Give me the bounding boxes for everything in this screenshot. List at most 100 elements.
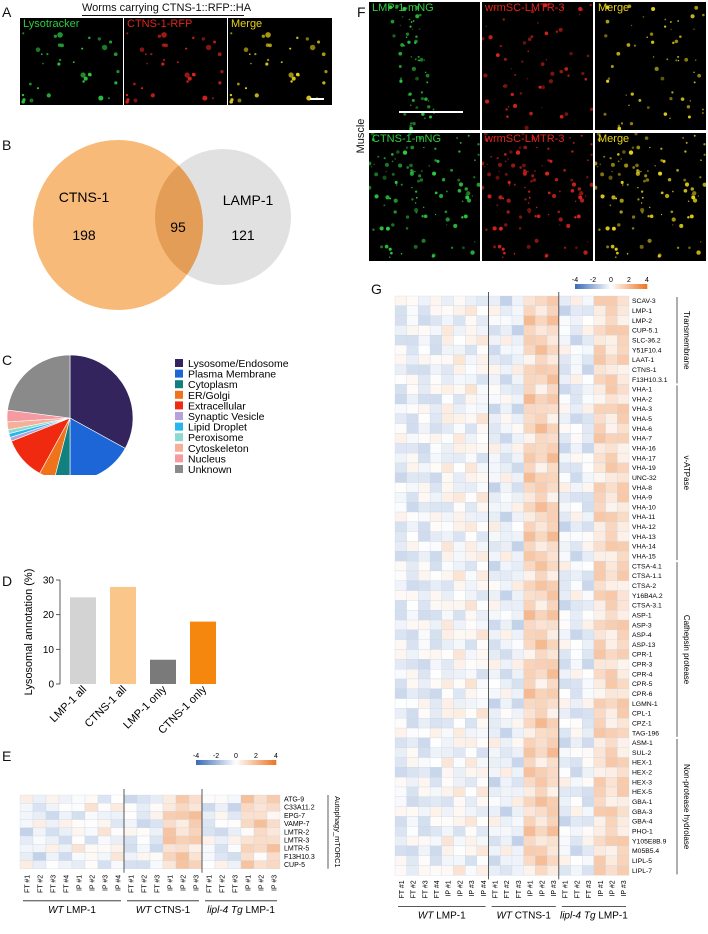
heat-row-label: VHA-19: [632, 465, 656, 472]
heat-cell: [535, 443, 548, 454]
heat-cell: [570, 403, 583, 414]
bar: [150, 659, 176, 684]
heat-cell: [617, 354, 630, 365]
micro-f-0-1: wrmSC-LMTR-3: [482, 2, 593, 130]
heat-cell: [476, 610, 489, 621]
heat-cell: [441, 403, 454, 414]
heat-cell: [488, 865, 501, 876]
heat-cell: [476, 619, 489, 631]
micro-ctns1-rfp-label: CTNS-1-RFP: [127, 18, 193, 30]
heat-cell: [32, 827, 47, 837]
heat-cell: [58, 827, 73, 837]
heat-cell: [429, 619, 442, 631]
heat-cell: [441, 560, 454, 572]
micro-f-dot: [600, 172, 605, 177]
heat-cell: [71, 794, 86, 804]
heat-cell: [535, 335, 548, 346]
heat-cell: [406, 423, 419, 434]
heat-cell: [605, 727, 618, 739]
heat-cell: [488, 649, 501, 660]
heat-cell: [488, 452, 501, 464]
heat-row-label: HEX-5: [632, 789, 652, 796]
color-scale-segment: [238, 760, 241, 765]
heat-cell: [570, 855, 583, 866]
micro-f-dot: [483, 73, 488, 78]
heat-cell: [535, 659, 548, 670]
heat-cell: [500, 678, 513, 689]
heat-cell: [605, 551, 618, 562]
heat-cell: [488, 737, 501, 748]
micro-f-dot: [370, 165, 373, 168]
heat-cell: [441, 698, 454, 709]
micro-f-texture: [603, 4, 705, 130]
color-scale-segment: [582, 284, 585, 289]
heat-cell: [406, 629, 419, 640]
micro-dot: [46, 93, 51, 98]
micro-f-dot: [523, 168, 526, 172]
heat-cell: [617, 737, 630, 748]
micro-f-dot: [612, 226, 616, 231]
bar: [70, 597, 96, 684]
heat-cell: [406, 384, 419, 395]
heat-cell: [546, 423, 559, 434]
micro-f-dot: [559, 224, 561, 226]
heat-row-label: VHA-13: [632, 534, 656, 541]
panel-a-title-underline: [82, 15, 244, 16]
micro-f-dot: [690, 14, 695, 19]
micro-f-dot: [702, 108, 704, 111]
micro-f-dot: [450, 246, 454, 249]
heat-cell: [546, 433, 559, 444]
heat-cell: [453, 865, 466, 876]
micro-f-dot: [463, 214, 468, 219]
heat-cell: [476, 669, 489, 680]
micro-f-dot: [647, 170, 649, 172]
micro-f-dot: [524, 198, 527, 201]
micro-f-dot: [388, 5, 393, 10]
heat-cell: [593, 511, 606, 523]
heat-cell: [429, 423, 442, 434]
heat-cell: [535, 600, 548, 611]
micro-f-dot: [598, 228, 601, 231]
micro-f-dot: [619, 210, 623, 214]
heat-cell: [441, 374, 454, 385]
heat-cell: [406, 335, 419, 346]
heat-cell: [476, 384, 489, 395]
heat-cell: [418, 727, 431, 739]
heat-cell: [617, 718, 630, 729]
micro-f-dot: [514, 73, 517, 76]
micro-f-dot: [617, 160, 620, 163]
heat-cell: [441, 325, 454, 336]
heat-cell: [136, 827, 151, 837]
heat-cell: [453, 777, 466, 788]
heat-cell: [546, 394, 559, 405]
heat-col-label: IP #2: [457, 880, 464, 896]
heat-cell: [441, 511, 454, 523]
micro-f-dot: [635, 163, 639, 168]
heat-cell: [570, 708, 583, 719]
micro-f-dot: [544, 254, 548, 258]
heat-cell: [558, 688, 571, 699]
heat-cell: [605, 374, 618, 385]
heat-cell: [523, 472, 536, 483]
micro-dot: [250, 62, 252, 65]
heat-cell: [535, 865, 548, 876]
heat-cell: [523, 511, 536, 523]
heat-cell: [500, 394, 513, 405]
color-scale-segment: [230, 760, 233, 765]
heat-cell: [546, 335, 559, 346]
heat-row-label: VHA-14: [632, 544, 656, 551]
heat-row-label: VHA-5: [632, 416, 652, 423]
heat-cell: [429, 855, 442, 866]
heat-cell: [201, 860, 216, 869]
heat-cell: [546, 551, 559, 562]
group-label: WT CTNS-1: [136, 905, 191, 916]
heat-row-label: C33A11.2: [284, 805, 315, 812]
heat-cell: [546, 737, 559, 748]
heat-cell: [418, 433, 431, 444]
micro-dot: [187, 76, 192, 81]
micro-f-dot: [503, 83, 508, 88]
micro-f-dot: [415, 106, 419, 109]
heat-cell: [123, 794, 138, 804]
heat-cell: [465, 374, 478, 385]
micro-f-dot: [400, 253, 403, 255]
